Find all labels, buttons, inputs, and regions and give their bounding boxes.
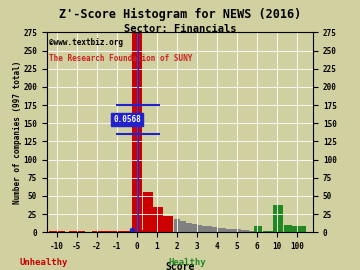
X-axis label: Score: Score <box>165 262 195 270</box>
Bar <box>237 229 241 232</box>
Bar <box>192 224 197 232</box>
Bar <box>135 230 143 232</box>
Bar <box>143 192 153 232</box>
Bar <box>49 231 65 232</box>
Text: Healthy: Healthy <box>168 258 206 267</box>
Bar <box>149 229 157 232</box>
Bar <box>125 231 133 232</box>
Bar <box>145 229 153 232</box>
Bar <box>102 231 112 232</box>
Bar <box>267 231 271 232</box>
Bar <box>69 231 85 232</box>
Bar <box>119 231 127 232</box>
Bar <box>241 230 245 232</box>
Bar <box>132 32 142 232</box>
Bar <box>221 228 226 232</box>
Bar <box>92 231 102 232</box>
Bar <box>252 231 256 232</box>
Text: Z'-Score Histogram for NEWS (2016): Z'-Score Histogram for NEWS (2016) <box>59 8 301 21</box>
Bar <box>292 228 298 232</box>
Bar <box>180 221 186 232</box>
Bar <box>292 226 306 232</box>
Bar <box>152 227 162 232</box>
Bar <box>229 229 234 232</box>
Bar <box>233 229 238 232</box>
Text: Sector: Financials: Sector: Financials <box>124 24 236 34</box>
Bar <box>225 229 230 232</box>
Bar <box>153 207 163 232</box>
Bar <box>273 205 283 232</box>
Bar <box>249 231 253 232</box>
Bar <box>216 228 221 232</box>
Text: The Research Foundation of SUNY: The Research Foundation of SUNY <box>49 54 193 63</box>
Bar <box>130 231 138 232</box>
Text: ©www.textbiz.org: ©www.textbiz.org <box>49 38 123 48</box>
Bar <box>245 230 249 232</box>
Bar <box>160 222 170 232</box>
Bar <box>202 226 207 232</box>
Bar <box>186 223 192 232</box>
Bar <box>271 231 275 232</box>
Bar <box>254 226 262 232</box>
Text: 0.0568: 0.0568 <box>113 115 141 124</box>
Y-axis label: Number of companies (997 total): Number of companies (997 total) <box>13 60 22 204</box>
Bar <box>141 230 149 232</box>
Bar <box>112 231 122 232</box>
Bar <box>263 231 267 232</box>
Text: Unhealthy: Unhealthy <box>19 258 67 267</box>
Bar <box>284 225 292 232</box>
Bar <box>174 219 180 232</box>
Bar <box>163 216 173 232</box>
Bar <box>197 225 202 232</box>
Bar <box>212 227 217 232</box>
Bar <box>207 226 212 232</box>
Bar <box>136 32 137 232</box>
